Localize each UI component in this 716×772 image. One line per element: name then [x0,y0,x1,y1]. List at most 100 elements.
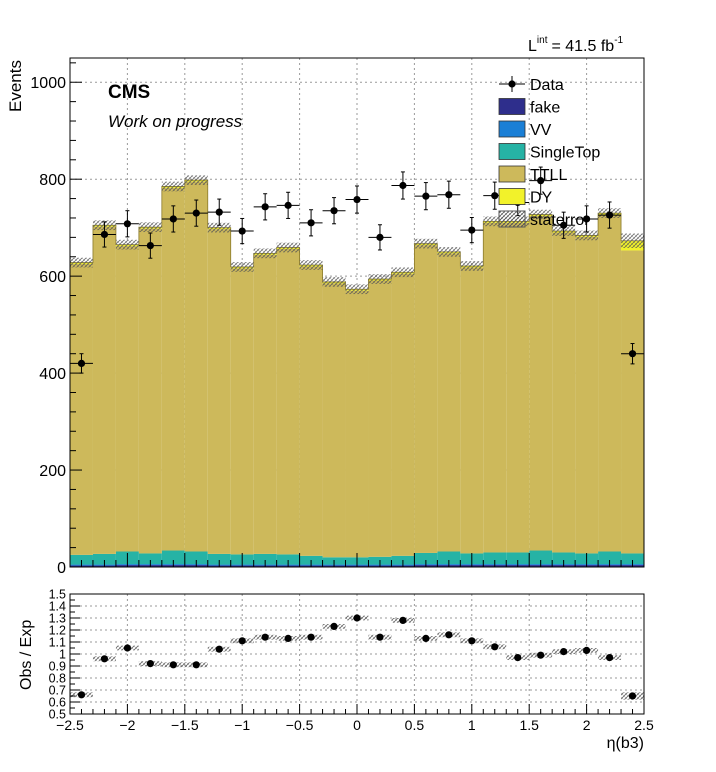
bar-ttll [598,214,622,552]
data-point [353,195,361,204]
staterror-band [345,284,369,295]
bar-ttll [460,267,484,554]
lumi-unit-sup: -1 [614,35,623,46]
bar-ttll [115,246,139,552]
staterror-band [161,181,185,192]
data-point [376,233,384,241]
bar-ttll [391,273,415,556]
main-x-axis [69,553,645,567]
legend-label: fake [530,100,560,117]
data-point [491,192,499,200]
bar-ttll [184,181,208,552]
staterror-band [115,239,139,250]
ratio-point [491,643,499,651]
bar-ttll [575,236,599,554]
data-point [192,209,200,217]
ratio-point [605,654,614,662]
ratio-point [215,645,223,653]
ratio-y-axis: 0.50.60.70.80.911.11.21.31.41.5 [49,588,80,722]
y-tick-label: 600 [39,269,66,286]
x-tick-label: −1.5 [171,717,199,733]
ratio-point [468,637,476,645]
svg-text:Lint= 41.5 fb-1: Lint = 41.5 fb-1 [528,35,624,55]
ratio-y-tick-label: 0.8 [49,672,66,686]
staterror-band [460,261,484,271]
data-point [100,230,109,239]
y-tick-label: 800 [39,172,66,189]
ratio-point [514,654,522,662]
lumi-prefix: L [528,38,537,55]
staterror-band [230,262,254,272]
ratio-point [353,614,361,622]
staterror-band [276,242,300,253]
staterror-band [483,216,507,227]
ratio-point [560,648,568,656]
staterror-band [368,274,392,284]
legend-swatch-singletop [498,143,526,160]
bar-singletop [138,553,162,565]
ratio-point [123,644,131,652]
ratio-point [169,661,177,669]
data-point [238,227,246,235]
bar-ttll [368,280,392,557]
cms-label: CMS [108,82,150,103]
staterror-band [529,209,553,220]
ratio-point [192,661,200,669]
data-points [70,166,644,374]
bar-ttll [529,216,553,551]
ratio-point [77,691,86,699]
bar-ttll [322,283,346,558]
bar-ttll [230,268,254,555]
ratio-point [537,651,545,659]
ratio-y-tick-label: 1 [59,648,66,662]
y-axis-label: Events [6,60,25,112]
data-point [399,181,407,190]
y-tick-label: 400 [39,366,66,383]
data-point [123,220,131,228]
ratio-point [422,634,430,643]
ratio-point [146,660,154,668]
ratio-points [77,614,637,700]
bar-ttll [506,222,530,553]
staterror-band [70,257,93,268]
main-y-axis: 0 200 400 600 800 1000 [30,62,82,577]
ratio-panel: 0.50.60.70.80.911.11.21.31.41.5 −2.5 −2 −1… [18,588,654,753]
data-point [605,211,614,219]
ratio-point [399,616,407,625]
data-point [261,203,269,211]
ratio-point [583,646,591,655]
data-point [445,191,453,199]
legend: Data fake VV SingleTop TTLL DY staterror [498,76,600,229]
ratio-point [628,692,637,700]
staterror-band [207,222,231,233]
bar-ttll [276,248,300,555]
x-axis-label: η(b3) [607,735,644,752]
bar-singletop [70,554,93,565]
legend-label: VV [530,122,552,139]
staterror-band [322,277,346,287]
x-tick-label: 0.5 [405,717,425,733]
bar-ttll [138,228,162,554]
y-tick-label: 1000 [30,75,66,92]
ratio-point [376,633,384,641]
ratio-point [238,637,246,645]
bar-ttll [253,254,277,554]
lumi-sup: int [537,35,548,46]
ratio-point [261,633,269,641]
staterror-band [437,247,461,257]
data-point [468,226,476,234]
legend-swatch-ttll [498,165,526,183]
staterror-band [138,222,162,233]
staterror-band [253,248,277,259]
bar-ttll [299,266,323,556]
legend-swatch-dy [498,188,526,205]
data-point [422,192,430,200]
ratio-y-tick-label: 1.4 [49,600,66,614]
staterror-band [184,175,208,186]
x-tick-label: 2 [583,717,591,733]
data-point [215,208,223,216]
bar-ttll [345,290,369,558]
cms-sublabel: Work on progress [108,112,243,131]
bar-ttll [70,264,93,555]
bar-ttll [414,245,438,553]
